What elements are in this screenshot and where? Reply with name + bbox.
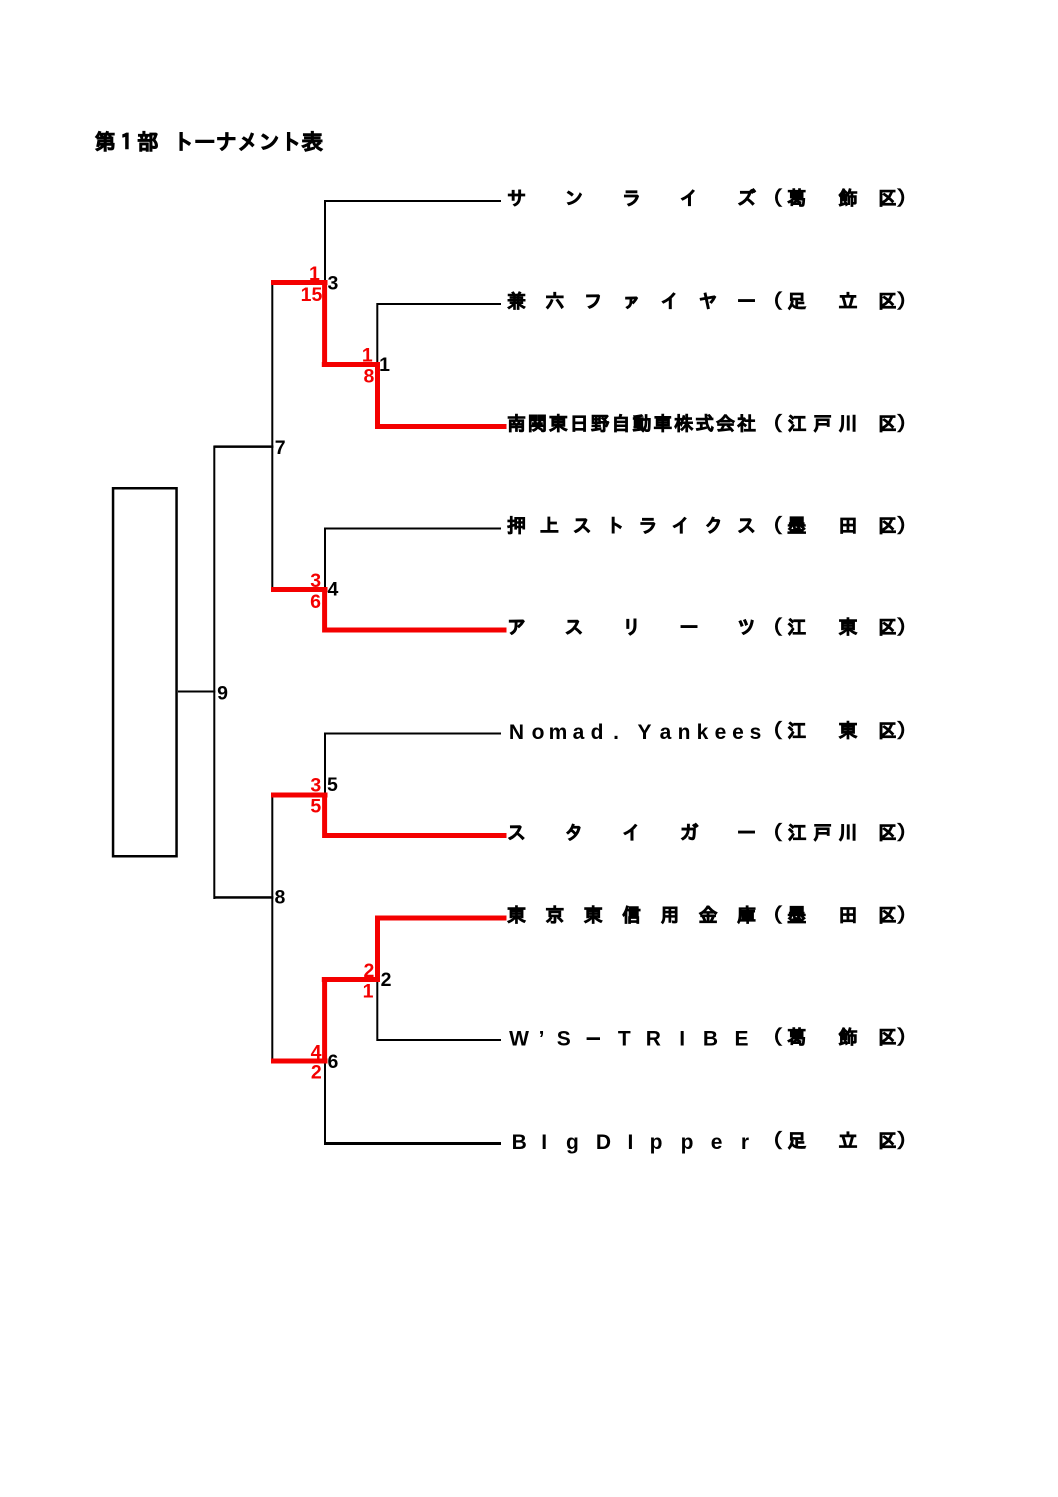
svg-text:E: E bbox=[734, 1028, 748, 1051]
svg-text:S: S bbox=[557, 1028, 571, 1051]
svg-text:1: 1 bbox=[309, 263, 320, 285]
svg-text:e: e bbox=[715, 721, 727, 744]
svg-text:n: n bbox=[678, 721, 691, 744]
svg-text:I: I bbox=[679, 1028, 685, 1051]
svg-text:9: 9 bbox=[217, 683, 228, 705]
svg-text:3: 3 bbox=[310, 775, 321, 797]
svg-text:2: 2 bbox=[311, 1062, 322, 1084]
svg-text:Y: Y bbox=[637, 721, 651, 744]
svg-text:15: 15 bbox=[301, 284, 323, 306]
svg-text:p: p bbox=[650, 1131, 663, 1154]
svg-text:e: e bbox=[711, 1131, 723, 1154]
svg-text:m: m bbox=[549, 721, 568, 744]
svg-text:B: B bbox=[512, 1131, 527, 1154]
svg-text:a: a bbox=[660, 721, 672, 744]
svg-text:2: 2 bbox=[381, 969, 392, 991]
svg-text:e: e bbox=[732, 721, 744, 744]
svg-text:k: k bbox=[697, 721, 709, 744]
svg-text:D: D bbox=[596, 1131, 611, 1154]
svg-text:8: 8 bbox=[363, 365, 374, 387]
svg-text:1: 1 bbox=[362, 344, 373, 366]
svg-text:a: a bbox=[573, 721, 585, 744]
svg-text:d: d bbox=[591, 721, 604, 744]
svg-text:4: 4 bbox=[311, 1042, 322, 1064]
svg-text:T: T bbox=[618, 1028, 631, 1051]
svg-text:o: o bbox=[532, 721, 545, 744]
svg-text:g: g bbox=[566, 1131, 579, 1154]
svg-text:’: ’ bbox=[539, 1028, 545, 1051]
svg-text:p: p bbox=[681, 1131, 694, 1154]
svg-text:7: 7 bbox=[275, 437, 286, 459]
svg-text:.: . bbox=[613, 721, 619, 744]
svg-text:4: 4 bbox=[327, 579, 338, 601]
svg-text:3: 3 bbox=[310, 570, 321, 592]
svg-text:I: I bbox=[541, 1131, 547, 1154]
svg-text:I: I bbox=[627, 1131, 633, 1154]
svg-text:R: R bbox=[646, 1028, 661, 1051]
svg-text:6: 6 bbox=[310, 591, 321, 613]
svg-text:W: W bbox=[509, 1028, 529, 1051]
svg-text:1: 1 bbox=[363, 980, 374, 1002]
svg-text:B: B bbox=[703, 1028, 718, 1051]
svg-text:5: 5 bbox=[310, 796, 321, 818]
svg-text:8: 8 bbox=[274, 887, 285, 909]
svg-text:1: 1 bbox=[379, 354, 390, 376]
svg-text:N: N bbox=[509, 721, 524, 744]
svg-text:2: 2 bbox=[363, 960, 374, 982]
svg-text:3: 3 bbox=[327, 272, 338, 294]
svg-text:r: r bbox=[741, 1131, 749, 1154]
svg-text:s: s bbox=[750, 721, 762, 744]
svg-text:5: 5 bbox=[327, 774, 338, 796]
svg-text:6: 6 bbox=[327, 1051, 338, 1073]
